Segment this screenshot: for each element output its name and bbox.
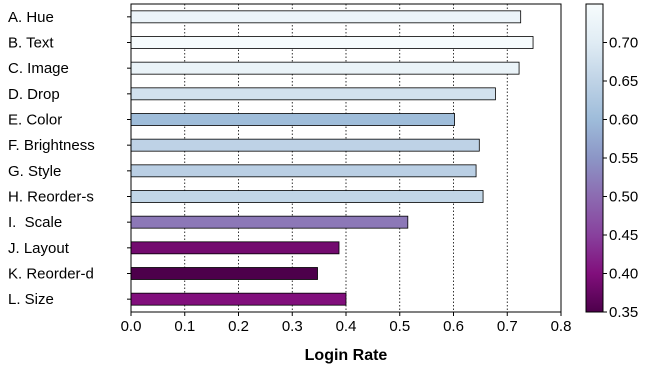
colorbar-tick-label: 0.50 <box>609 189 638 206</box>
category-label: J. Layout <box>8 240 70 257</box>
bar <box>130 10 522 24</box>
category-label: K. Reorder-d <box>8 266 94 283</box>
x-tick-label: 0.1 <box>174 318 195 335</box>
colorbar-tick-label: 0.40 <box>609 266 638 283</box>
bar <box>130 241 340 255</box>
y-axis: A. Hue B. Text C. Image D. Drop E. Color F. B… <box>8 9 131 308</box>
x-tick-label: 0.2 <box>228 318 249 335</box>
colorbar-scale <box>585 3 604 313</box>
grid-lines <box>184 4 508 312</box>
category-label: G. Style <box>8 163 61 180</box>
colorbar-tick-label: 0.60 <box>609 112 638 129</box>
x-tick-label: 0.8 <box>551 318 572 335</box>
bar <box>130 292 347 306</box>
bar <box>130 215 409 229</box>
colorbar-tick-label: 0.65 <box>609 73 638 90</box>
x-tick-label: 0.5 <box>389 318 410 335</box>
x-tick-label: 0.4 <box>336 318 357 335</box>
category-label: C. Image <box>8 60 69 77</box>
category-label: B. Text <box>8 35 54 52</box>
x-tick-label: 0.3 <box>282 318 303 335</box>
category-label: L. Size <box>8 291 54 308</box>
bar <box>130 267 318 280</box>
colorbar-tick-label: 0.35 <box>609 304 638 321</box>
bar <box>130 113 455 126</box>
colorbar-tick-label: 0.45 <box>609 227 638 244</box>
bar <box>130 61 520 75</box>
category-label: H. Reorder-s <box>8 189 94 206</box>
colorbar: 0.70 0.65 0.60 0.55 0.50 0.45 0.40 0.35 <box>585 3 638 321</box>
bar <box>130 87 496 101</box>
category-label: E. Color <box>8 112 62 129</box>
x-axis: 0.0 0.1 0.2 0.3 0.4 0.5 0.6 0.7 0.8 <box>121 312 572 335</box>
x-tick-label: 0.6 <box>443 318 464 335</box>
bars <box>130 10 534 306</box>
x-tick-label: 0.7 <box>497 318 518 335</box>
colorbar-tick-label: 0.70 <box>609 35 638 52</box>
bar <box>130 138 480 152</box>
x-tick-label: 0.0 <box>121 318 142 335</box>
category-label: F. Brightness <box>8 137 95 154</box>
bar <box>130 164 477 178</box>
bar <box>130 36 534 49</box>
bar <box>130 190 484 203</box>
category-label: A. Hue <box>8 9 54 26</box>
category-label: I. Scale <box>8 214 62 231</box>
x-axis-title: Login Rate <box>305 347 388 364</box>
colorbar-tick-label: 0.55 <box>609 150 638 167</box>
category-label: D. Drop <box>8 86 60 103</box>
